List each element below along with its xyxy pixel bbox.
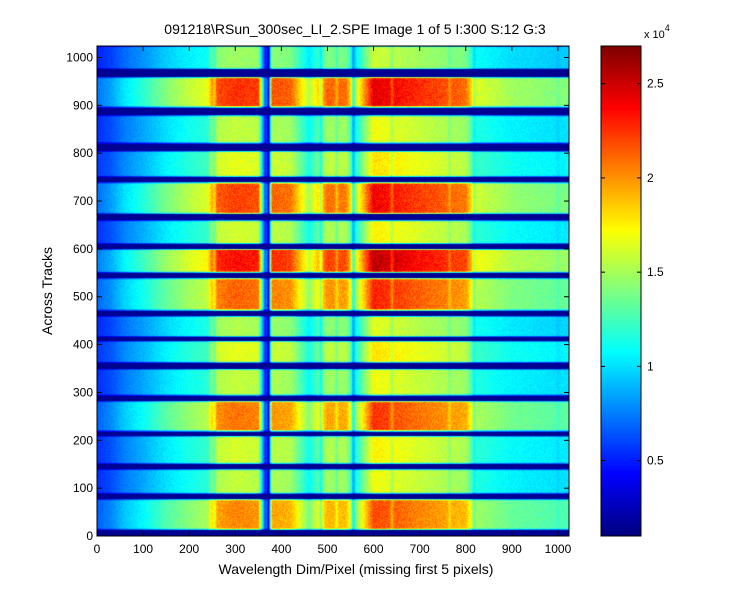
x-tick-label: 700: [410, 542, 430, 556]
x-tick-label: 800: [456, 542, 476, 556]
y-tick-label: 600: [73, 242, 93, 256]
colorbar-tick-label: 2.5: [647, 77, 664, 91]
colorbar-tick-label: 2: [647, 171, 654, 185]
colorbar: 0.5 1 1.5 2 2.5 x 104: [600, 23, 670, 537]
heatmap-image: [97, 46, 569, 536]
x-tick-label: 0: [94, 542, 101, 556]
x-tick-label: 400: [271, 542, 291, 556]
y-tick-label: 400: [73, 338, 93, 352]
x-tick-label: 300: [225, 542, 245, 556]
y-tick-label: 300: [73, 385, 93, 399]
plot-frame: [96, 45, 570, 537]
colorbar-tick-label: 1: [647, 359, 654, 373]
x-tick-label: 900: [502, 542, 522, 556]
x-tick-label: 200: [179, 542, 199, 556]
colorbar-tick-label: 0.5: [647, 454, 664, 468]
y-axis: 0 100 200 300 400 500 600 700 800 900 1000: [66, 50, 569, 543]
colorbar-multiplier: x 104: [644, 23, 670, 41]
x-tick-label: 100: [133, 542, 153, 556]
y-tick-label: 200: [73, 433, 93, 447]
x-axis: 0 100 200 300 400 500 600 700 800 900 1000: [94, 46, 572, 556]
y-axis-label: Across Tracks: [39, 247, 55, 335]
heatmap-image-container: [97, 46, 569, 536]
colorbar-gradient: [601, 46, 641, 536]
x-tick-label: 500: [317, 542, 337, 556]
colorbar-frame: [600, 45, 642, 537]
y-tick-label: 100: [73, 481, 93, 495]
x-tick-label: 600: [364, 542, 384, 556]
chart-title: 091218\RSun_300sec_LI_2.SPE Image 1 of 5…: [164, 21, 546, 37]
colorbar-multiplier-exponent: 4: [665, 23, 670, 33]
heatmap-plot: [96, 45, 570, 537]
colorbar-ticks: 0.5 1 1.5 2 2.5: [601, 77, 664, 468]
colorbar-gradient-container: [601, 46, 641, 536]
y-tick-label: 1000: [66, 50, 93, 64]
y-tick-label: 0: [86, 529, 93, 543]
y-tick-label: 700: [73, 194, 93, 208]
x-tick-label: 1000: [545, 542, 572, 556]
y-tick-label: 800: [73, 146, 93, 160]
x-axis-label: Wavelength Dim/Pixel (missing first 5 pi…: [219, 561, 494, 577]
colorbar-tick-label: 1.5: [647, 265, 664, 279]
y-tick-label: 900: [73, 98, 93, 112]
y-tick-label: 500: [73, 290, 93, 304]
colorbar-multiplier-base: x 10: [644, 29, 665, 41]
